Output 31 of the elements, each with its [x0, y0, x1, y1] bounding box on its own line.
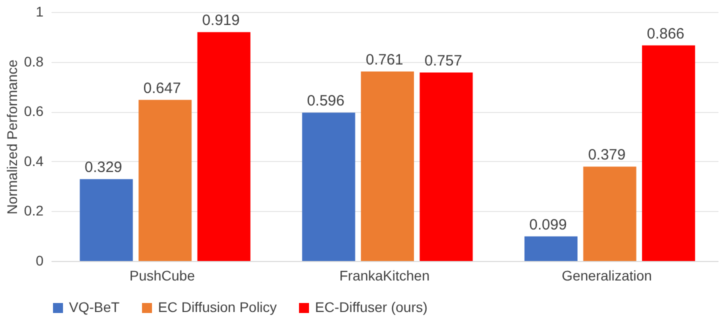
x-tick-label: FrankaKitchen: [339, 268, 430, 284]
bar: [524, 236, 578, 261]
bar: [583, 166, 636, 261]
bar: [642, 45, 696, 261]
data-label: 0.757: [424, 52, 462, 70]
bar: [302, 112, 356, 261]
legend-label: VQ-BeT: [69, 299, 120, 315]
y-tick-label: 0.6: [24, 103, 44, 120]
legend-label: EC-Diffuser (ours): [315, 299, 428, 315]
y-tick-label: 0.8: [24, 53, 44, 70]
legend-label: EC Diffusion Policy: [158, 299, 277, 315]
x-tick-label: PushCube: [129, 268, 196, 284]
y-axis-title: Normalized Performance: [4, 59, 20, 214]
data-label: 0.647: [143, 80, 181, 97]
data-label: 0.379: [588, 146, 626, 164]
y-tick-label: 0.4: [24, 152, 44, 169]
bar: [138, 100, 192, 261]
x-tick-label: Generalization: [562, 268, 652, 284]
data-label: 0.919: [202, 12, 240, 30]
data-label: 0.329: [84, 159, 122, 176]
data-label: 0.866: [646, 25, 684, 42]
data-label: 0.596: [306, 92, 344, 110]
data-label: 0.761: [366, 52, 404, 69]
data-label: 0.099: [529, 216, 567, 234]
y-tick-label: 0: [36, 252, 44, 268]
bar: [197, 32, 250, 261]
bar: [360, 72, 414, 261]
bar: [80, 179, 133, 261]
y-tick-label: 1: [36, 4, 44, 20]
bar: [420, 72, 473, 261]
y-tick-label: 0.2: [24, 202, 44, 219]
